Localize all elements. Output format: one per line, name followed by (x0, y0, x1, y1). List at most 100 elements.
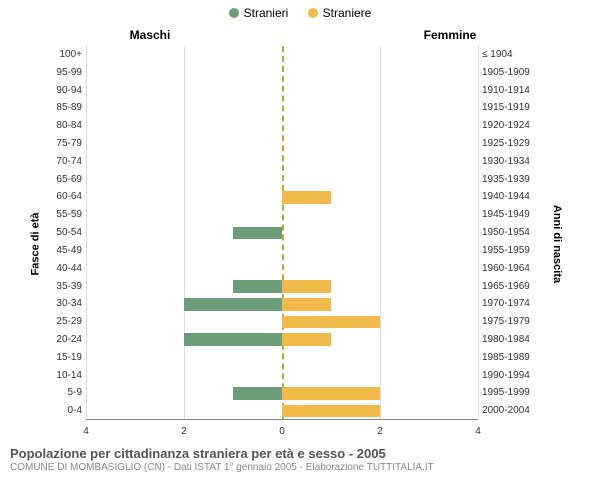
plot-area: 100+≤ 190495-991905-190990-941910-191485… (86, 46, 478, 420)
age-label: 15-19 (56, 349, 82, 367)
bar-female (282, 405, 380, 418)
data-row: 60-641940-1944 (86, 188, 478, 206)
birth-year-label: 1995-1999 (482, 384, 530, 402)
birth-year-label: 1975-1979 (482, 313, 530, 331)
data-row: 25-291975-1979 (86, 313, 478, 331)
birth-year-label: 1970-1974 (482, 295, 530, 313)
data-row: 95-991905-1909 (86, 64, 478, 82)
bar-male (233, 227, 282, 240)
bar-female (282, 191, 331, 204)
data-row: 65-691935-1939 (86, 171, 478, 189)
birth-year-label: ≤ 1904 (482, 46, 513, 64)
legend-item-male: Stranieri (229, 6, 289, 20)
age-label: 60-64 (56, 188, 82, 206)
data-row: 90-941910-1914 (86, 82, 478, 100)
legend: Stranieri Straniere (0, 0, 600, 28)
legend-swatch-male (229, 8, 239, 18)
legend-label-female: Straniere (323, 6, 372, 20)
age-label: 35-39 (56, 278, 82, 296)
age-label: 75-79 (56, 135, 82, 153)
birth-year-label: 1965-1969 (482, 278, 530, 296)
legend-item-female: Straniere (308, 6, 372, 20)
data-row: 55-591945-1949 (86, 206, 478, 224)
data-row: 5-91995-1999 (86, 384, 478, 402)
data-row: 50-541950-1954 (86, 224, 478, 242)
header-female: Femmine (300, 28, 600, 42)
age-label: 0-4 (68, 402, 82, 420)
data-row: 85-891915-1919 (86, 99, 478, 117)
age-label: 80-84 (56, 117, 82, 135)
x-tick-label: 4 (475, 426, 481, 437)
age-label: 95-99 (56, 64, 82, 82)
birth-year-label: 1905-1909 (482, 64, 530, 82)
data-row: 15-191985-1989 (86, 349, 478, 367)
data-row: 30-341970-1974 (86, 295, 478, 313)
data-row: 20-241980-1984 (86, 331, 478, 349)
birth-year-label: 1950-1954 (482, 224, 530, 242)
birth-year-label: 1940-1944 (482, 188, 530, 206)
age-label: 20-24 (56, 331, 82, 349)
age-label: 90-94 (56, 82, 82, 100)
chart-subtitle: COMUNE DI MOMBASIGLIO (CN) - Dati ISTAT … (10, 462, 590, 473)
gridline (478, 46, 479, 419)
birth-year-label: 1980-1984 (482, 331, 530, 349)
bar-male (233, 280, 282, 293)
age-label: 85-89 (56, 99, 82, 117)
bar-male (184, 298, 282, 311)
birth-year-label: 1960-1964 (482, 260, 530, 278)
chart-container: Stranieri Straniere Maschi Femmine Fasce… (0, 0, 600, 500)
bar-female (282, 316, 380, 329)
age-label: 40-44 (56, 260, 82, 278)
birth-year-label: 1985-1989 (482, 349, 530, 367)
bar-male (184, 333, 282, 346)
y-axis-title-left: Fasce di età (29, 213, 41, 276)
birth-year-label: 1945-1949 (482, 206, 530, 224)
age-label: 5-9 (68, 384, 82, 402)
age-label: 25-29 (56, 313, 82, 331)
x-tick-label: 0 (279, 426, 285, 437)
bar-female (282, 280, 331, 293)
chart-title: Popolazione per cittadinanza straniera p… (10, 446, 590, 461)
birth-year-label: 1955-1959 (482, 242, 530, 260)
age-label: 45-49 (56, 242, 82, 260)
x-tick-label: 2 (181, 426, 187, 437)
data-row: 45-491955-1959 (86, 242, 478, 260)
data-row: 0-42000-2004 (86, 402, 478, 420)
birth-year-label: 1930-1934 (482, 153, 530, 171)
age-label: 65-69 (56, 171, 82, 189)
age-label: 100+ (59, 46, 82, 64)
birth-year-label: 1990-1994 (482, 367, 530, 385)
age-label: 55-59 (56, 206, 82, 224)
age-label: 10-14 (56, 367, 82, 385)
legend-label-male: Stranieri (244, 6, 289, 20)
birth-year-label: 1935-1939 (482, 171, 530, 189)
column-headers: Maschi Femmine (0, 28, 600, 46)
data-row: 80-841920-1924 (86, 117, 478, 135)
chart-area: Fasce di età Anni di nascita 100+≤ 19049… (48, 46, 538, 442)
age-label: 70-74 (56, 153, 82, 171)
chart-footer: Popolazione per cittadinanza straniera p… (0, 442, 600, 473)
birth-year-label: 1925-1929 (482, 135, 530, 153)
data-row: 100+≤ 1904 (86, 46, 478, 64)
legend-swatch-female (308, 8, 318, 18)
bar-female (282, 298, 331, 311)
age-label: 50-54 (56, 224, 82, 242)
age-label: 30-34 (56, 295, 82, 313)
x-tick-label: 4 (83, 426, 89, 437)
data-row: 75-791925-1929 (86, 135, 478, 153)
data-row: 40-441960-1964 (86, 260, 478, 278)
birth-year-label: 2000-2004 (482, 402, 530, 420)
header-male: Maschi (0, 28, 300, 42)
y-axis-title-right: Anni di nascita (551, 205, 563, 283)
bar-female (282, 333, 331, 346)
x-axis-ticks: 0 2 2 4 4 (86, 424, 478, 442)
bar-female (282, 387, 380, 400)
data-row: 35-391965-1969 (86, 278, 478, 296)
birth-year-label: 1910-1914 (482, 82, 530, 100)
data-row: 70-741930-1934 (86, 153, 478, 171)
birth-year-label: 1920-1924 (482, 117, 530, 135)
bar-male (233, 387, 282, 400)
data-row: 10-141990-1994 (86, 367, 478, 385)
birth-year-label: 1915-1919 (482, 99, 530, 117)
x-tick-label: 2 (377, 426, 383, 437)
